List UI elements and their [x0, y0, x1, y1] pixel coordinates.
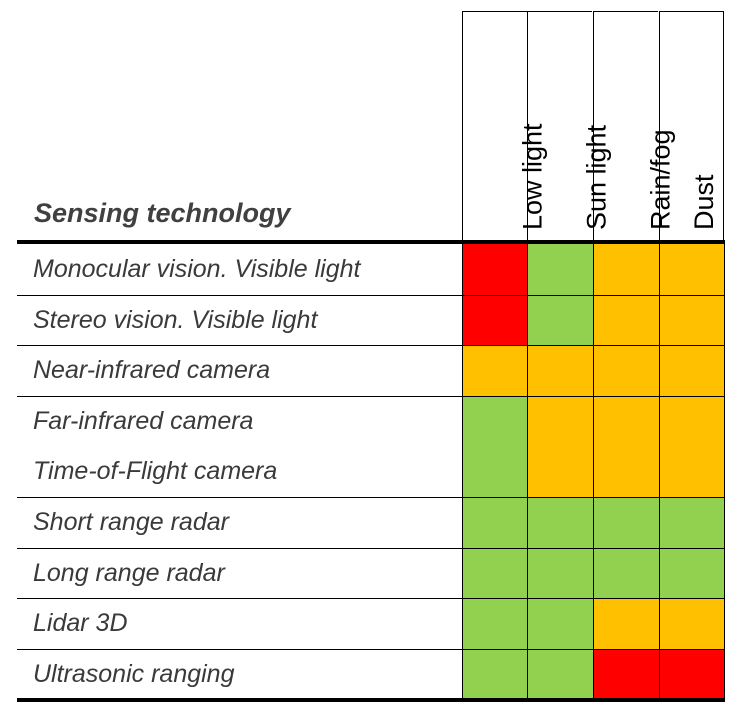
table-row: Near-infrared camera: [17, 345, 725, 396]
rating-cell-fair: [462, 345, 527, 396]
table-row: Long range radar: [17, 548, 725, 598]
row-header-title: Sensing technology: [34, 198, 291, 228]
rating-cell-good: [527, 295, 593, 345]
column-header-sun-light: Sun light: [527, 11, 612, 242]
rating-cell-fair: [593, 295, 659, 345]
table-row: Monocular vision. Visible light: [17, 244, 725, 295]
row-separator: [17, 497, 725, 498]
column-label: Dust: [688, 174, 719, 230]
rating-cell-good: [462, 548, 527, 598]
table-row: Time-of-Flight camera: [17, 446, 725, 497]
rating-cell-fair: [593, 244, 659, 295]
row-label: Monocular vision. Visible light: [33, 255, 361, 283]
rating-cell-good: [462, 598, 527, 649]
row-label: Far-infrared camera: [33, 407, 254, 435]
rating-cell-good: [527, 244, 593, 295]
rating-cell-fair: [659, 396, 725, 446]
rating-cell-fair: [659, 295, 725, 345]
row-label: Short range radar: [33, 508, 229, 536]
rating-cell-poor: [659, 649, 725, 699]
rating-cell-fair: [593, 345, 659, 396]
table-row: Stereo vision. Visible light: [17, 295, 725, 345]
rating-cell-poor: [462, 244, 527, 295]
header-rule: [17, 240, 725, 244]
table-row: Ultrasonic ranging: [17, 649, 725, 699]
row-separator: [17, 396, 725, 397]
rating-cell-fair: [659, 244, 725, 295]
rating-cell-fair: [527, 446, 593, 497]
rating-cell-good: [659, 548, 725, 598]
column-header-low-light: Low light: [462, 11, 547, 242]
bottom-rule: [17, 698, 725, 702]
rating-cell-fair: [593, 598, 659, 649]
rating-cell-good: [462, 396, 527, 446]
rating-cell-good: [462, 497, 527, 548]
row-label: Ultrasonic ranging: [33, 660, 235, 688]
rating-cell-good: [659, 497, 725, 548]
row-separator: [17, 649, 725, 650]
row-separator: [17, 345, 725, 346]
rating-cell-fair: [593, 446, 659, 497]
row-label: Long range radar: [33, 559, 225, 587]
row-label: Lidar 3D: [33, 609, 128, 637]
row-label: Near-infrared camera: [33, 356, 271, 384]
row-separator: [17, 598, 725, 599]
table-row: Short range radar: [17, 497, 725, 548]
rating-cell-good: [593, 548, 659, 598]
rating-cell-fair: [659, 345, 725, 396]
rating-cell-fair: [659, 598, 725, 649]
row-label: Time-of-Flight camera: [33, 457, 278, 485]
column-header-rain-fog: Rain/fog: [593, 11, 675, 242]
rating-cell-good: [527, 649, 593, 699]
row-separator: [17, 548, 725, 549]
table-row: Far-infrared camera: [17, 396, 725, 446]
rating-cell-fair: [593, 396, 659, 446]
rating-cell-good: [462, 649, 527, 699]
row-label: Stereo vision. Visible light: [33, 306, 318, 334]
rating-cell-poor: [593, 649, 659, 699]
rating-cell-good: [527, 497, 593, 548]
rating-cell-good: [462, 446, 527, 497]
rating-cell-poor: [462, 295, 527, 345]
column-header-dust: Dust: [659, 11, 724, 242]
rating-cell-good: [527, 548, 593, 598]
rating-cell-good: [527, 598, 593, 649]
table-row: Lidar 3D: [17, 598, 725, 649]
rating-cell-fair: [527, 396, 593, 446]
rating-cell-fair: [659, 446, 725, 497]
row-separator: [17, 295, 725, 296]
rating-cell-fair: [527, 345, 593, 396]
rating-cell-good: [593, 497, 659, 548]
